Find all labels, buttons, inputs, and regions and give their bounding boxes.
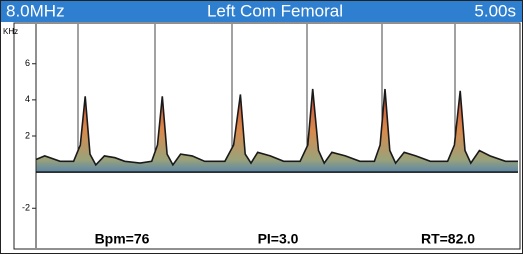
y-axis-label: KHz — [3, 27, 18, 36]
annotation: PI=3.0 — [258, 231, 299, 247]
screen: 8.0MHz Left Com Femoral 5.00s KHz 642-2 … — [0, 0, 523, 254]
y-tick-label: -2 — [22, 203, 30, 213]
y-tick-label: 4 — [25, 94, 30, 104]
y-tick-label: 6 — [25, 58, 30, 68]
title: Left Com Femoral — [207, 1, 343, 20]
annotation: Bpm=76 — [95, 231, 150, 247]
frame — [1, 1, 523, 254]
annotation: RT=82.0 — [421, 231, 475, 247]
duration: 5.00s — [474, 1, 516, 20]
y-tick-label: 2 — [25, 130, 30, 140]
frequency: 8.0MHz — [6, 1, 65, 20]
